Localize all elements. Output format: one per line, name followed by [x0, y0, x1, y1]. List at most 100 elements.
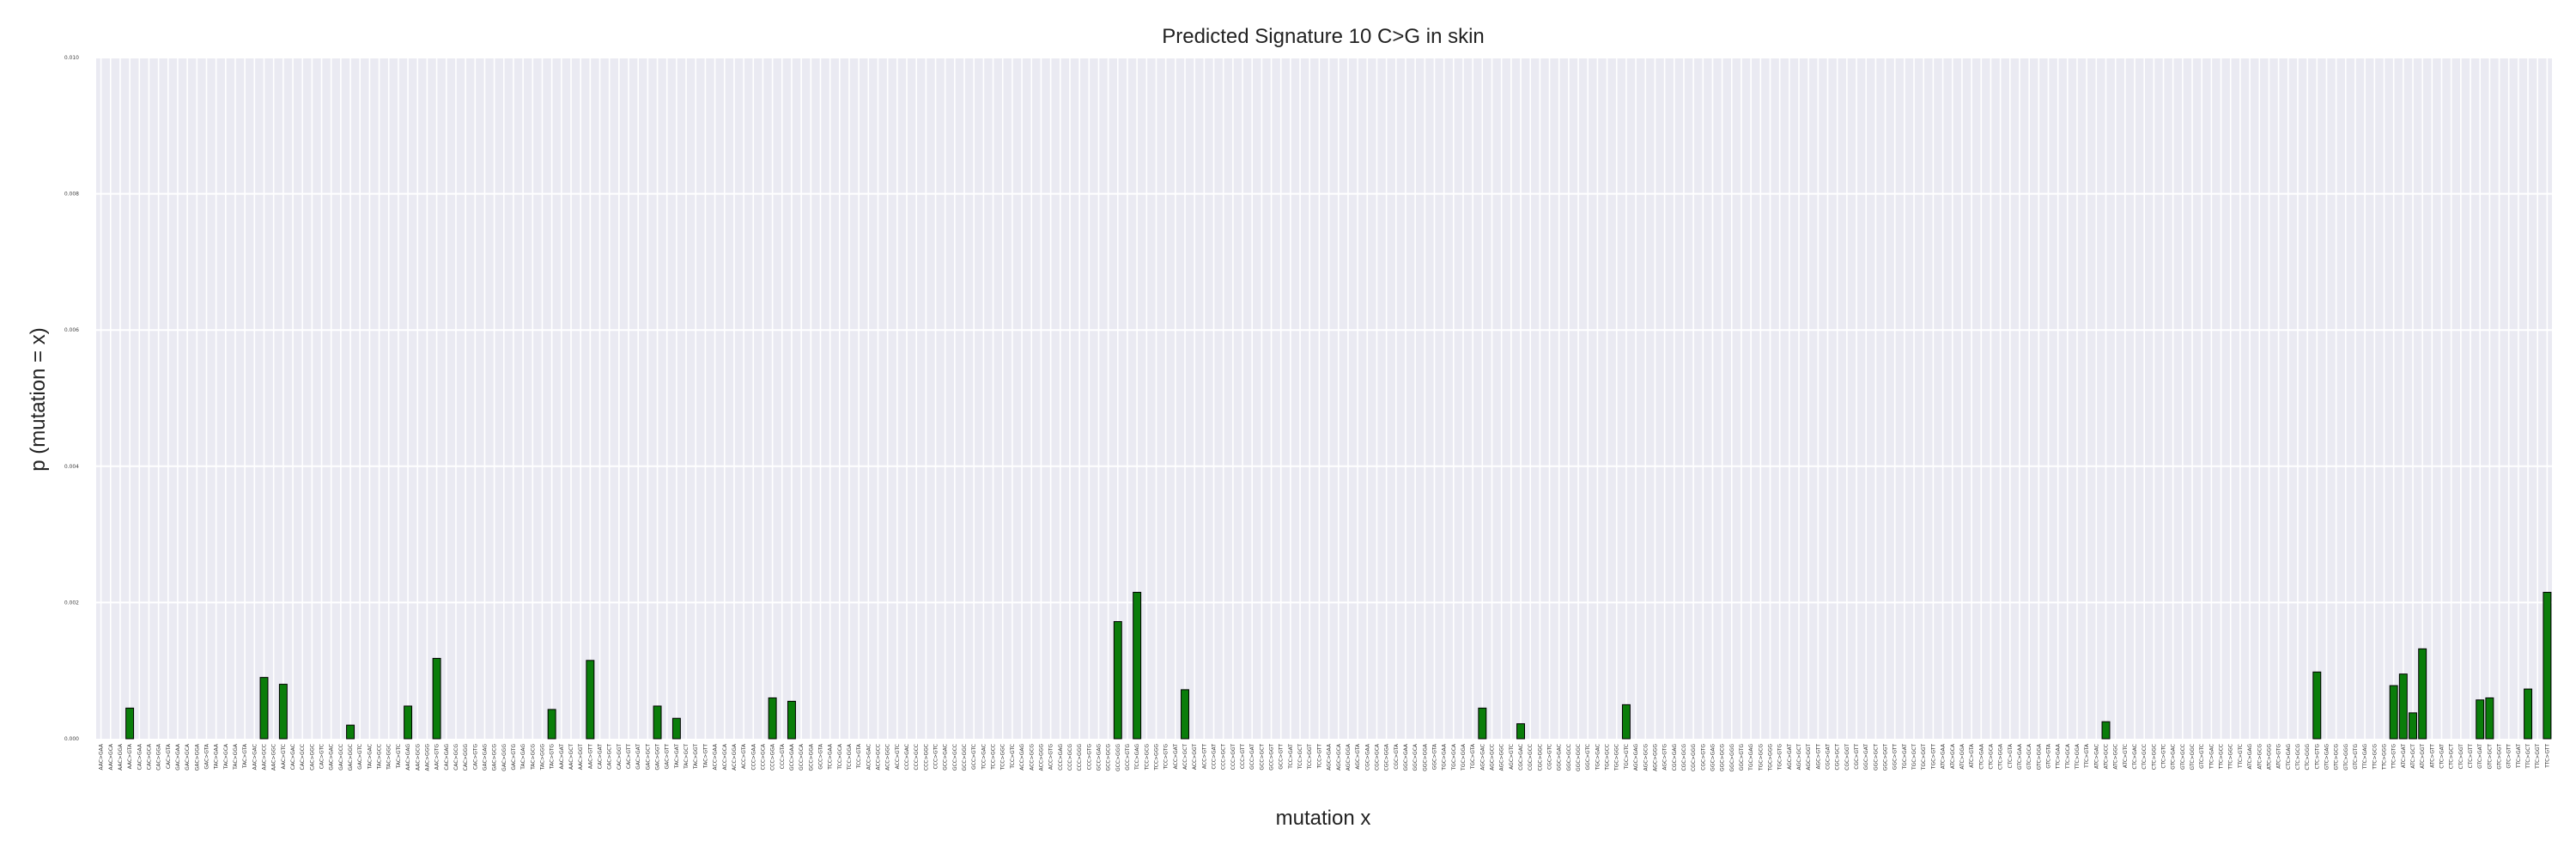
bar [2101, 721, 2111, 740]
x-tick-label: GAC>GGG [501, 744, 507, 771]
bar [125, 707, 135, 740]
x-tick-label: TGC>GGG [1767, 744, 1773, 772]
x-tick-label: CCC>GGT [1230, 744, 1236, 771]
x-tick-label: TGC>GTC [1624, 744, 1630, 770]
x-tick-label: GCC>GTA [817, 743, 823, 770]
x-tick-label: AAC>GGG [424, 744, 430, 771]
bar [768, 697, 777, 740]
x-tick-label: GTC>GTA [2045, 743, 2051, 769]
bar [653, 705, 662, 740]
x-tick-label: AGC>GTG [1662, 744, 1668, 771]
x-tick-label: AGC>GCA [1336, 743, 1342, 771]
x-tick-label: CTC>GGA [1998, 743, 2004, 770]
x-tick-label: TGC>GTT [1930, 744, 1936, 771]
x-tick-label: ATC>GCT [2410, 744, 2416, 769]
x-tick-label: CGC>GTG [1700, 744, 1706, 771]
bar [278, 684, 288, 740]
x-tick-label: CAC>GAC [290, 744, 296, 770]
x-tick-label: CGC>GTT [1854, 744, 1860, 770]
x-tick-label: CCC>GCC [914, 744, 920, 771]
x-tick-label: TAC>GAG [520, 744, 526, 771]
x-tick-label: TAC>GTA [242, 743, 248, 769]
x-tick-label: TCC>GTA [856, 743, 862, 769]
x-tick-label: ATC>GAC [2093, 744, 2099, 769]
bar [1516, 723, 1525, 740]
x-tick-label: TTC>GAT [2516, 744, 2522, 769]
x-tick-label: CAC>GGT [617, 744, 623, 770]
x-tick-label: TTC>GGC [2228, 744, 2234, 771]
x-tick-label: CGC>GCA [1374, 743, 1380, 771]
x-tick-label: CTC>GCG [2295, 744, 2301, 771]
x-tick-label: GTC>GCA [2026, 743, 2032, 770]
x-tick-label: CGC>GTC [1547, 744, 1553, 770]
x-tick-label: AGC>GGG [1652, 744, 1658, 771]
x-tick-label: CGC>GCG [1681, 744, 1687, 771]
x-tick-label: GGC>GCC [1566, 744, 1572, 771]
x-tick-label: CAC>GTT [626, 744, 632, 769]
x-tick-label: TGC>GAT [1902, 744, 1908, 771]
x-tick-label: AAC>GAA [99, 743, 105, 770]
x-tick-label: AGC>GAC [1479, 744, 1485, 771]
x-tick-label: CTC>GGG [2305, 744, 2311, 771]
x-tick-label: AAC>GGA [118, 743, 124, 771]
x-axis-label: mutation x [1276, 807, 1371, 830]
x-tick-label: AAC>GCC [262, 744, 268, 771]
x-tick-label: ATC>GGA [1959, 743, 1965, 769]
x-tick-label: TTC>GCG [2372, 744, 2378, 771]
x-tick-label: ACC>GCT [1182, 744, 1188, 770]
x-tick-label: GCC>GGG [1115, 744, 1121, 771]
x-tick-label: AGC>GGT [1806, 744, 1812, 771]
x-tick-label: GAC>GAA [175, 743, 181, 771]
x-tick-label: TTC>GCA [2065, 743, 2071, 770]
x-tick-label: GAC>GGC [348, 744, 354, 771]
y-tick-label: 0.010 [64, 55, 79, 61]
x-tick-label: ACC>GAA [713, 743, 719, 770]
bar [1133, 592, 1142, 740]
x-tick-label: ATC>GGG [2266, 744, 2272, 770]
x-tick-label: ACC>GGA [732, 743, 738, 771]
x-tick-label: AAC>GGC [271, 744, 277, 771]
x-tick-label: TGC>GTA [1470, 743, 1476, 770]
x-tick-label: TGC>GAC [1595, 744, 1601, 771]
x-tick-label: TCC>GCG [1144, 744, 1150, 771]
x-tick-label: TCC>GCC [991, 744, 997, 771]
x-tick-label: GTC>GGC [2190, 744, 2196, 770]
bar [547, 709, 556, 740]
x-tick-label: TAC>GCT [683, 744, 690, 770]
bar [432, 657, 441, 740]
x-tick-label: AAC>GCA [108, 743, 114, 770]
x-tick-label: CCC>GCA [760, 743, 766, 770]
x-tick-label: ATC>GAG [2247, 744, 2253, 770]
bar [671, 717, 681, 740]
x-tick-label: ACC>GTC [895, 744, 901, 769]
x-tick-label: GGC>GAG [1710, 744, 1716, 771]
y-axis-label: p (mutation = x) [27, 327, 50, 471]
x-tick-label: ACC>GCA [722, 743, 728, 770]
x-tick-label: GCC>GCA [799, 743, 805, 771]
x-tick-label: ACC>GGG [1038, 744, 1044, 771]
x-tick-label: CAC>GCC [300, 744, 306, 770]
x-tick-label: TGC>GCA [1451, 743, 1457, 771]
x-tick-label: CCC>GTG [1086, 744, 1092, 771]
x-tick-label: CGC>GTA [1394, 743, 1400, 770]
x-tick-label: CGC>GGA [1384, 743, 1390, 771]
x-tick-label: GTC>GGT [2497, 744, 2503, 770]
bar [1621, 704, 1631, 740]
x-tick-label: CGC>GCT [1835, 744, 1841, 771]
x-tick-label: TAC>GTT [702, 744, 708, 769]
x-tick-label: CCC>GTT [1240, 744, 1246, 770]
x-tick-label: CGC>GGC [1537, 744, 1543, 771]
x-tick-label: AAC>GCT [568, 744, 574, 770]
x-tick-label: CTC>GCA [1988, 743, 1994, 770]
x-tick-label: ATC>GTT [2429, 744, 2435, 768]
x-tick-label: GGC>GCT [1873, 744, 1879, 771]
x-tick-label: ACC>GTT [1201, 744, 1207, 769]
x-tick-label: AAC>GAT [559, 744, 565, 770]
x-tick-label: TGC>GCC [1605, 744, 1611, 771]
x-tick-label: CTC>GAC [2132, 744, 2138, 770]
x-tick-label: AGC>GAA [1327, 743, 1333, 771]
x-tick-label: GTC>GCG [2334, 744, 2340, 771]
x-tick-label: GGC>GTA [1431, 743, 1437, 770]
x-tick-label: TTC>GTG [2391, 744, 2397, 770]
